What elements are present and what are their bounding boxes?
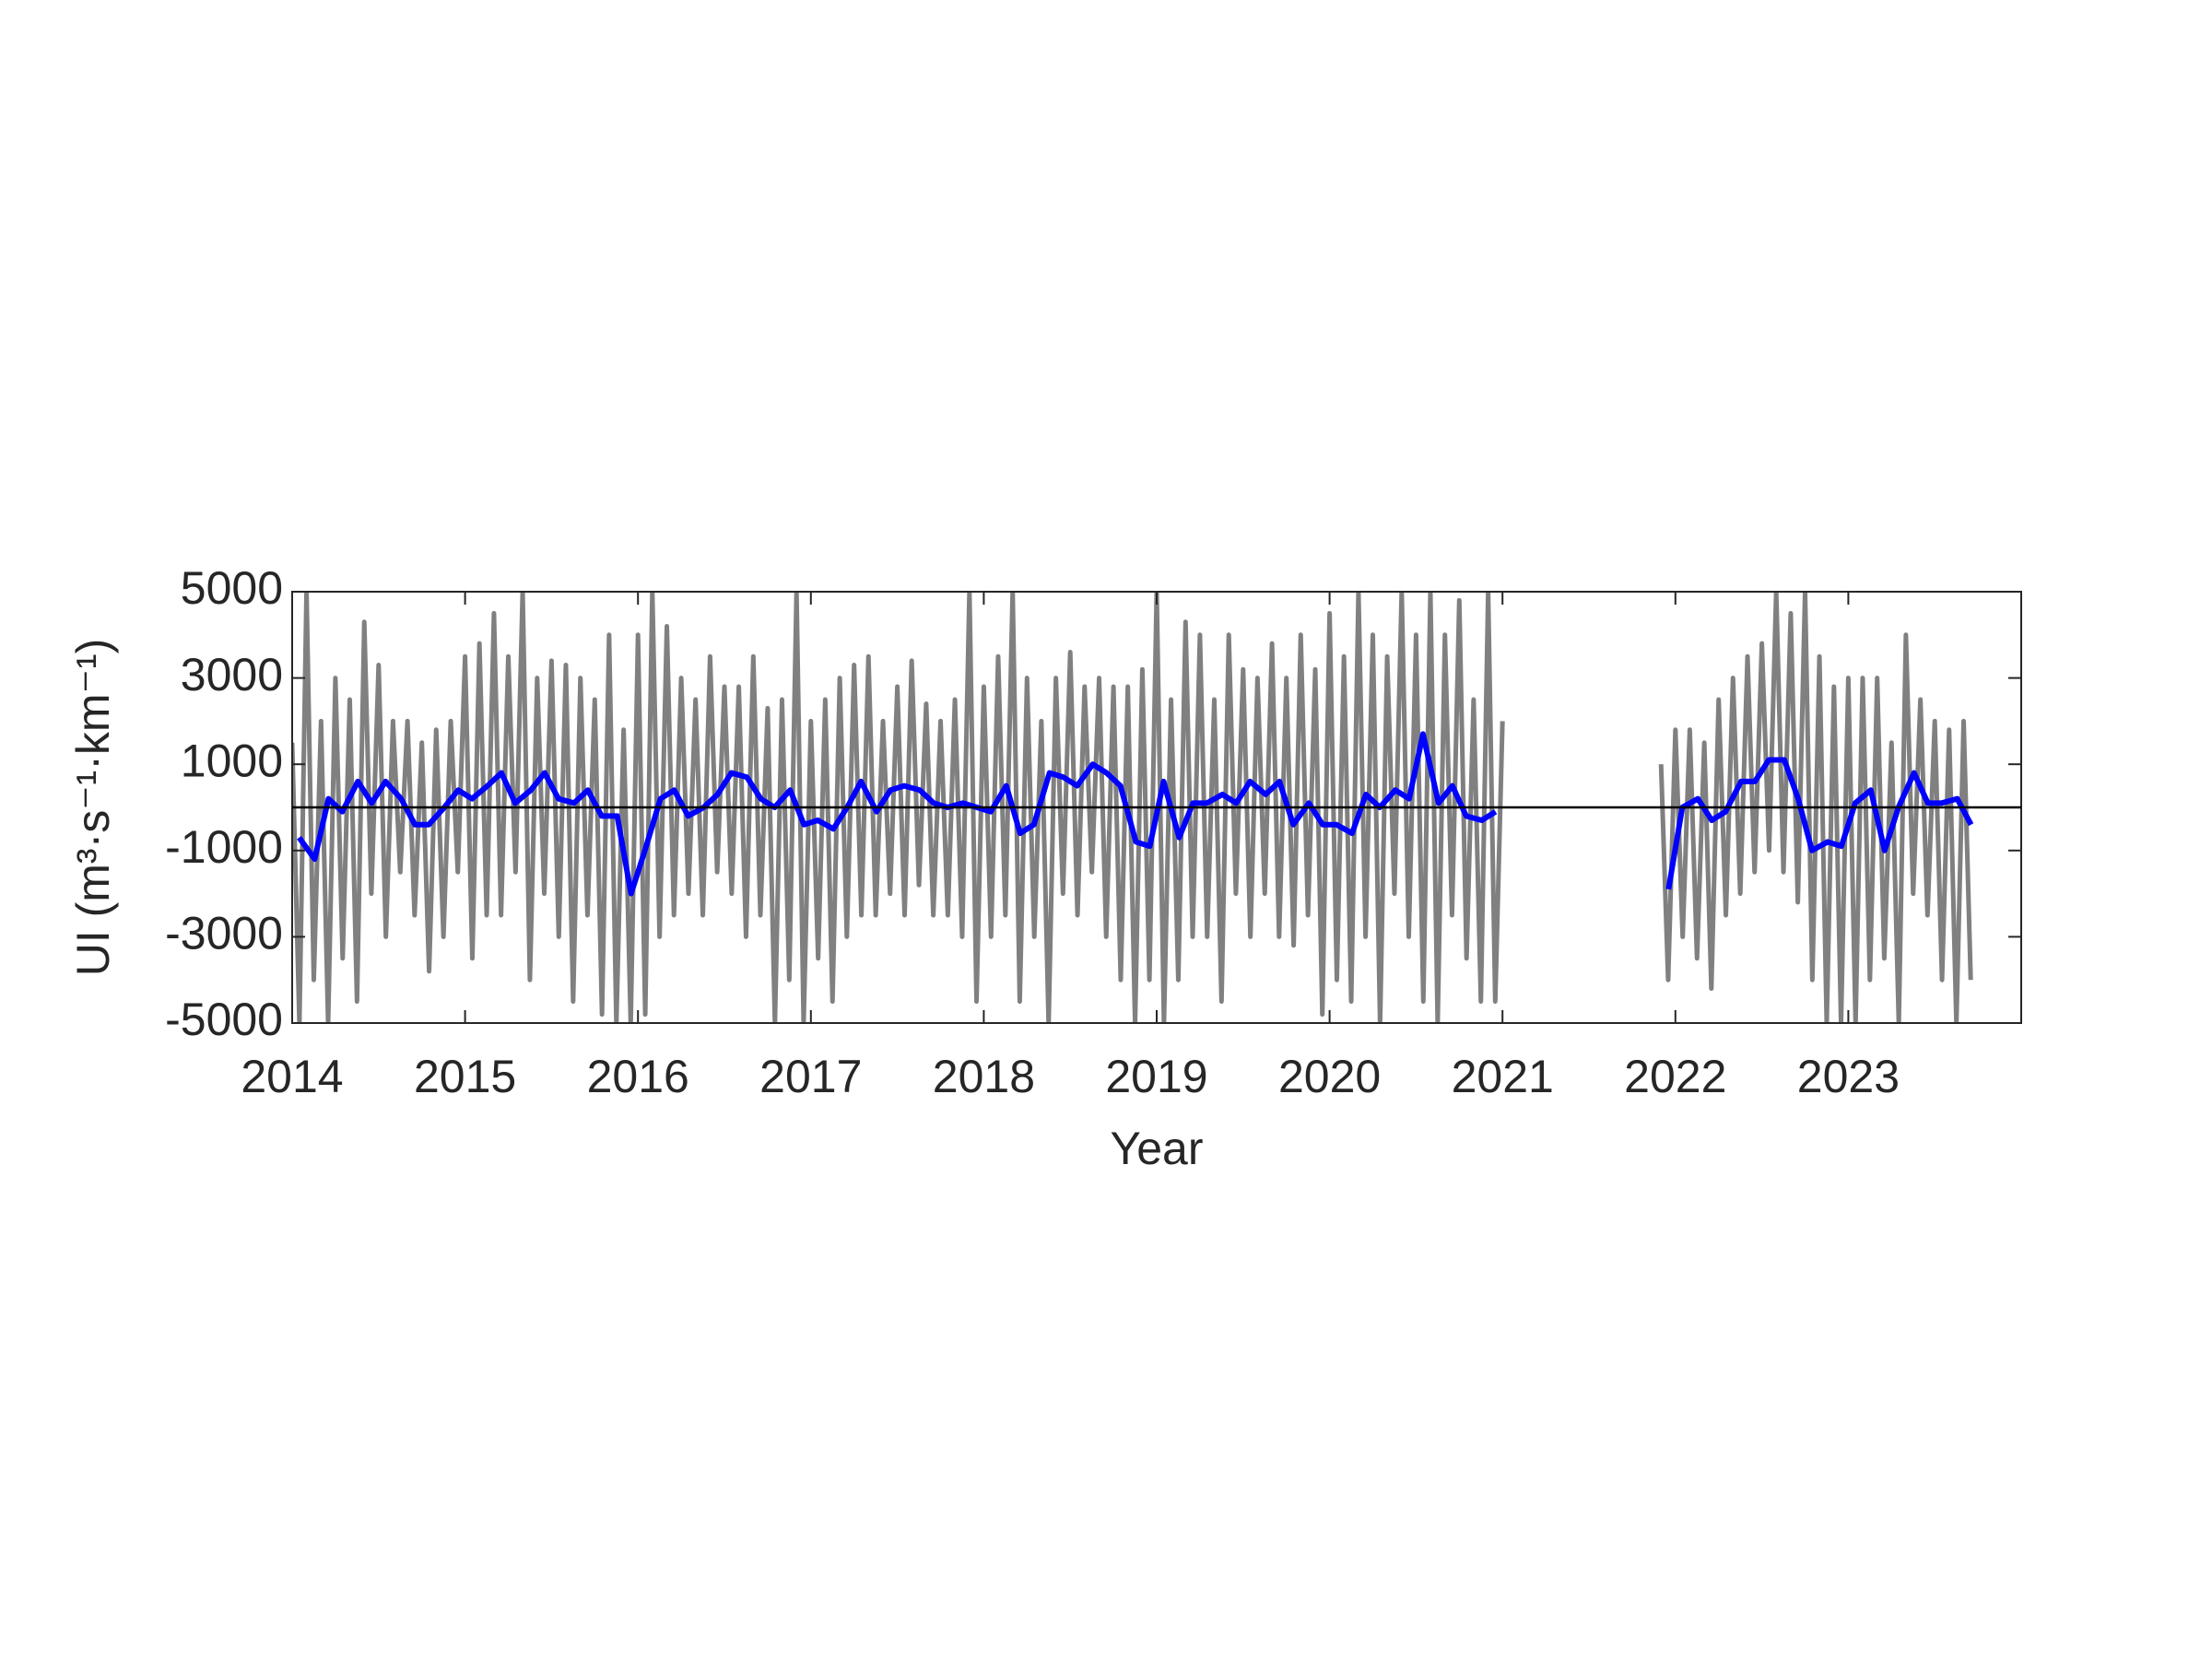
y-axis-label: UI (m³·s⁻¹·km⁻¹) (67, 639, 119, 977)
y-tick-label: 1000 (181, 735, 283, 786)
y-tick-label: -3000 (165, 908, 283, 959)
plot-area (292, 592, 1974, 1023)
y-tick-label: 3000 (181, 649, 283, 700)
y-tick-label: -1000 (165, 821, 283, 873)
x-tick-label: 2019 (1105, 1051, 1207, 1102)
x-axis-label: Year (1110, 1123, 1203, 1174)
x-tick-label: 2021 (1452, 1051, 1554, 1102)
y-tick-label: -5000 (165, 994, 283, 1045)
series-line (292, 592, 1973, 1023)
y-tick-label: 5000 (181, 562, 283, 614)
x-tick-label: 2014 (241, 1051, 343, 1102)
x-tick-label: 2023 (1797, 1051, 1900, 1102)
x-tick-label: 2017 (759, 1051, 862, 1102)
x-tick-label: 2016 (587, 1051, 689, 1102)
x-tick-label: 2015 (414, 1051, 516, 1102)
x-tick-label: 2022 (1624, 1051, 1726, 1102)
x-tick-label: 2020 (1278, 1051, 1381, 1102)
x-tick-label: 2018 (933, 1051, 1035, 1102)
series-line (297, 731, 1974, 897)
